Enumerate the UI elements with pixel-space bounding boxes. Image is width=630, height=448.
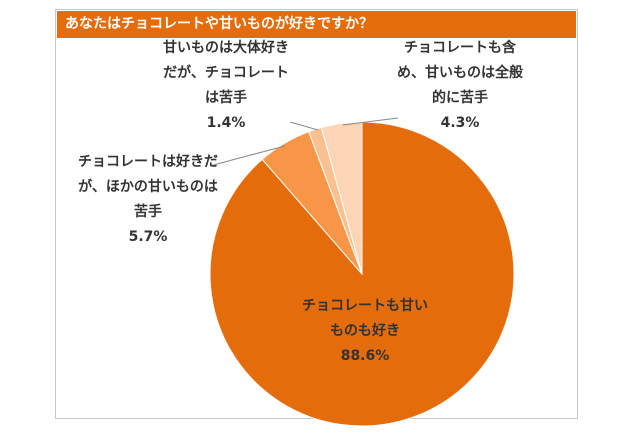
slice-label: チョコレートも甘いものも好き 88.6%: [300, 294, 430, 369]
slice-label: 甘いものは大体好きだが、チョコレートは苦手 1.4%: [162, 36, 290, 136]
leader-line: [342, 117, 399, 126]
pie-slice: [320, 121, 363, 275]
value-label: 88.6%: [340, 348, 390, 364]
value-label: 4.3%: [440, 115, 480, 131]
slice-label: チョコレートも含め、甘いものは全般的に苦手 4.3%: [396, 36, 524, 136]
category-label: 甘いものは大体好きだが、チョコレートは苦手: [163, 40, 289, 106]
category-label: チョコレートも甘いものも好き: [302, 298, 428, 339]
category-label: チョコレートは好きだが、ほかの甘いものは苦手: [78, 154, 218, 220]
value-label: 1.4%: [206, 115, 246, 131]
chart-title: あなたはチョコレートや甘いものが好きですか？: [57, 11, 576, 38]
value-label: 5.7%: [128, 229, 168, 245]
category-label: チョコレートも含め、甘いものは全般的に苦手: [397, 40, 523, 106]
leader-line: [209, 145, 286, 167]
slice-label: チョコレートは好きだが、ほかの甘いものは苦手 5.7%: [73, 150, 223, 250]
leader-line: [289, 121, 319, 131]
